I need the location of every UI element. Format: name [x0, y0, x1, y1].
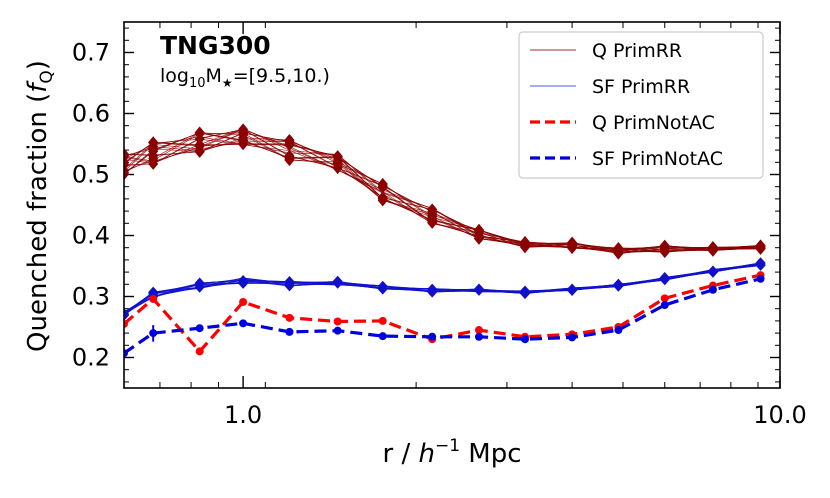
sf-primrr-point	[613, 280, 624, 292]
legend-label: SF PrimNotAC	[592, 148, 723, 170]
q-primnotac-point	[474, 326, 483, 335]
q-primnotac-line	[124, 273, 761, 354]
sf-primrr-point	[473, 284, 484, 296]
q-primrr-point	[755, 241, 766, 254]
sf-primrr-point	[707, 265, 718, 277]
sf-primrr-point	[427, 286, 438, 298]
q-primrr-point	[377, 181, 388, 194]
q-primrr-point	[427, 216, 438, 229]
q-primrr-point	[613, 247, 624, 260]
q-primrr-point	[148, 143, 159, 156]
sf-primnotac-point	[124, 349, 128, 358]
q-primnotac-point	[239, 297, 248, 306]
q-primrr-point	[473, 229, 484, 242]
y-tick-label: 0.4	[72, 222, 110, 250]
sf-primnotac-point	[756, 274, 765, 283]
q-primnotac-point	[660, 294, 669, 303]
q-primnotac-point	[149, 294, 158, 303]
sf-primnotac-point	[333, 326, 342, 335]
chart-subtitle: log10M★=[9.5,10.)	[160, 65, 330, 91]
q-primrr-point	[124, 168, 129, 181]
sf-primnotac-point	[474, 332, 483, 341]
legend-label: Q PrimRR	[592, 40, 682, 62]
q-primrr-point	[238, 135, 249, 148]
sf-primnotac-point	[195, 324, 204, 333]
y-tick-label: 0.6	[72, 100, 110, 128]
y-axis-label: Quenched fraction (fQ)	[23, 60, 57, 352]
q-primrr-realisation-line	[124, 141, 761, 251]
q-primrr-point	[124, 148, 129, 161]
q-primrr-realisation-line	[124, 129, 761, 253]
q-primnotac-point	[333, 317, 342, 326]
sf-primnotac-point	[568, 333, 577, 342]
sf-primnotac-point	[239, 319, 248, 328]
sf-primrr-point	[520, 285, 531, 297]
plot-frame	[123, 21, 781, 389]
series-layer	[124, 123, 766, 358]
q-primrr-point	[332, 150, 343, 163]
sf-primnotac-point	[708, 285, 717, 294]
q-primrr-point	[427, 203, 438, 216]
sf-primnotac-point	[428, 332, 437, 341]
x-axis-label: r / h−1 Mpc	[382, 436, 521, 469]
legend-label: Q PrimNotAC	[592, 112, 715, 134]
q-primnotac-point	[378, 316, 387, 325]
q-primrr-point	[194, 127, 205, 140]
sf-primrr-realisation-line	[124, 262, 761, 313]
sf-primrr-realisation-line	[124, 262, 761, 316]
major-ticks: 0.2 0.3 0.4 0.5 0.6 0.7 1.0 10.0	[72, 22, 807, 429]
legend: Q PrimRR SF PrimRR Q PrimNotAC SF PrimNotAC	[518, 31, 764, 179]
q-primrr-point	[659, 242, 670, 255]
y-tick-label: 0.2	[72, 344, 110, 372]
sf-primrr-point	[284, 280, 295, 292]
q-primrr-point	[238, 126, 249, 139]
q-primnotac-point	[285, 313, 294, 322]
x-tick-label: 10.0	[753, 401, 806, 429]
q-primrr-point	[377, 191, 388, 204]
sf-primnotac-point	[614, 326, 623, 335]
q-primrr-point	[284, 135, 295, 148]
sf-primrr-point	[755, 259, 766, 271]
q-primnotac-point	[124, 319, 128, 328]
sf-primnotac-point	[378, 332, 387, 341]
y-tick-label: 0.3	[72, 283, 110, 311]
sf-primnotac-point	[285, 327, 294, 336]
chart-title: TNG300	[160, 31, 271, 60]
q-primnotac-point	[195, 347, 204, 356]
legend-box	[518, 31, 764, 179]
sf-primnotac-point	[660, 301, 669, 310]
legend-label: SF PrimRR	[592, 76, 690, 98]
x-tick-label: 1.0	[224, 401, 262, 429]
y-tick-label: 0.5	[72, 161, 110, 189]
q-primrr-point	[284, 151, 295, 164]
sf-primnotac-point	[521, 335, 530, 344]
y-tick-label: 0.7	[72, 39, 110, 67]
